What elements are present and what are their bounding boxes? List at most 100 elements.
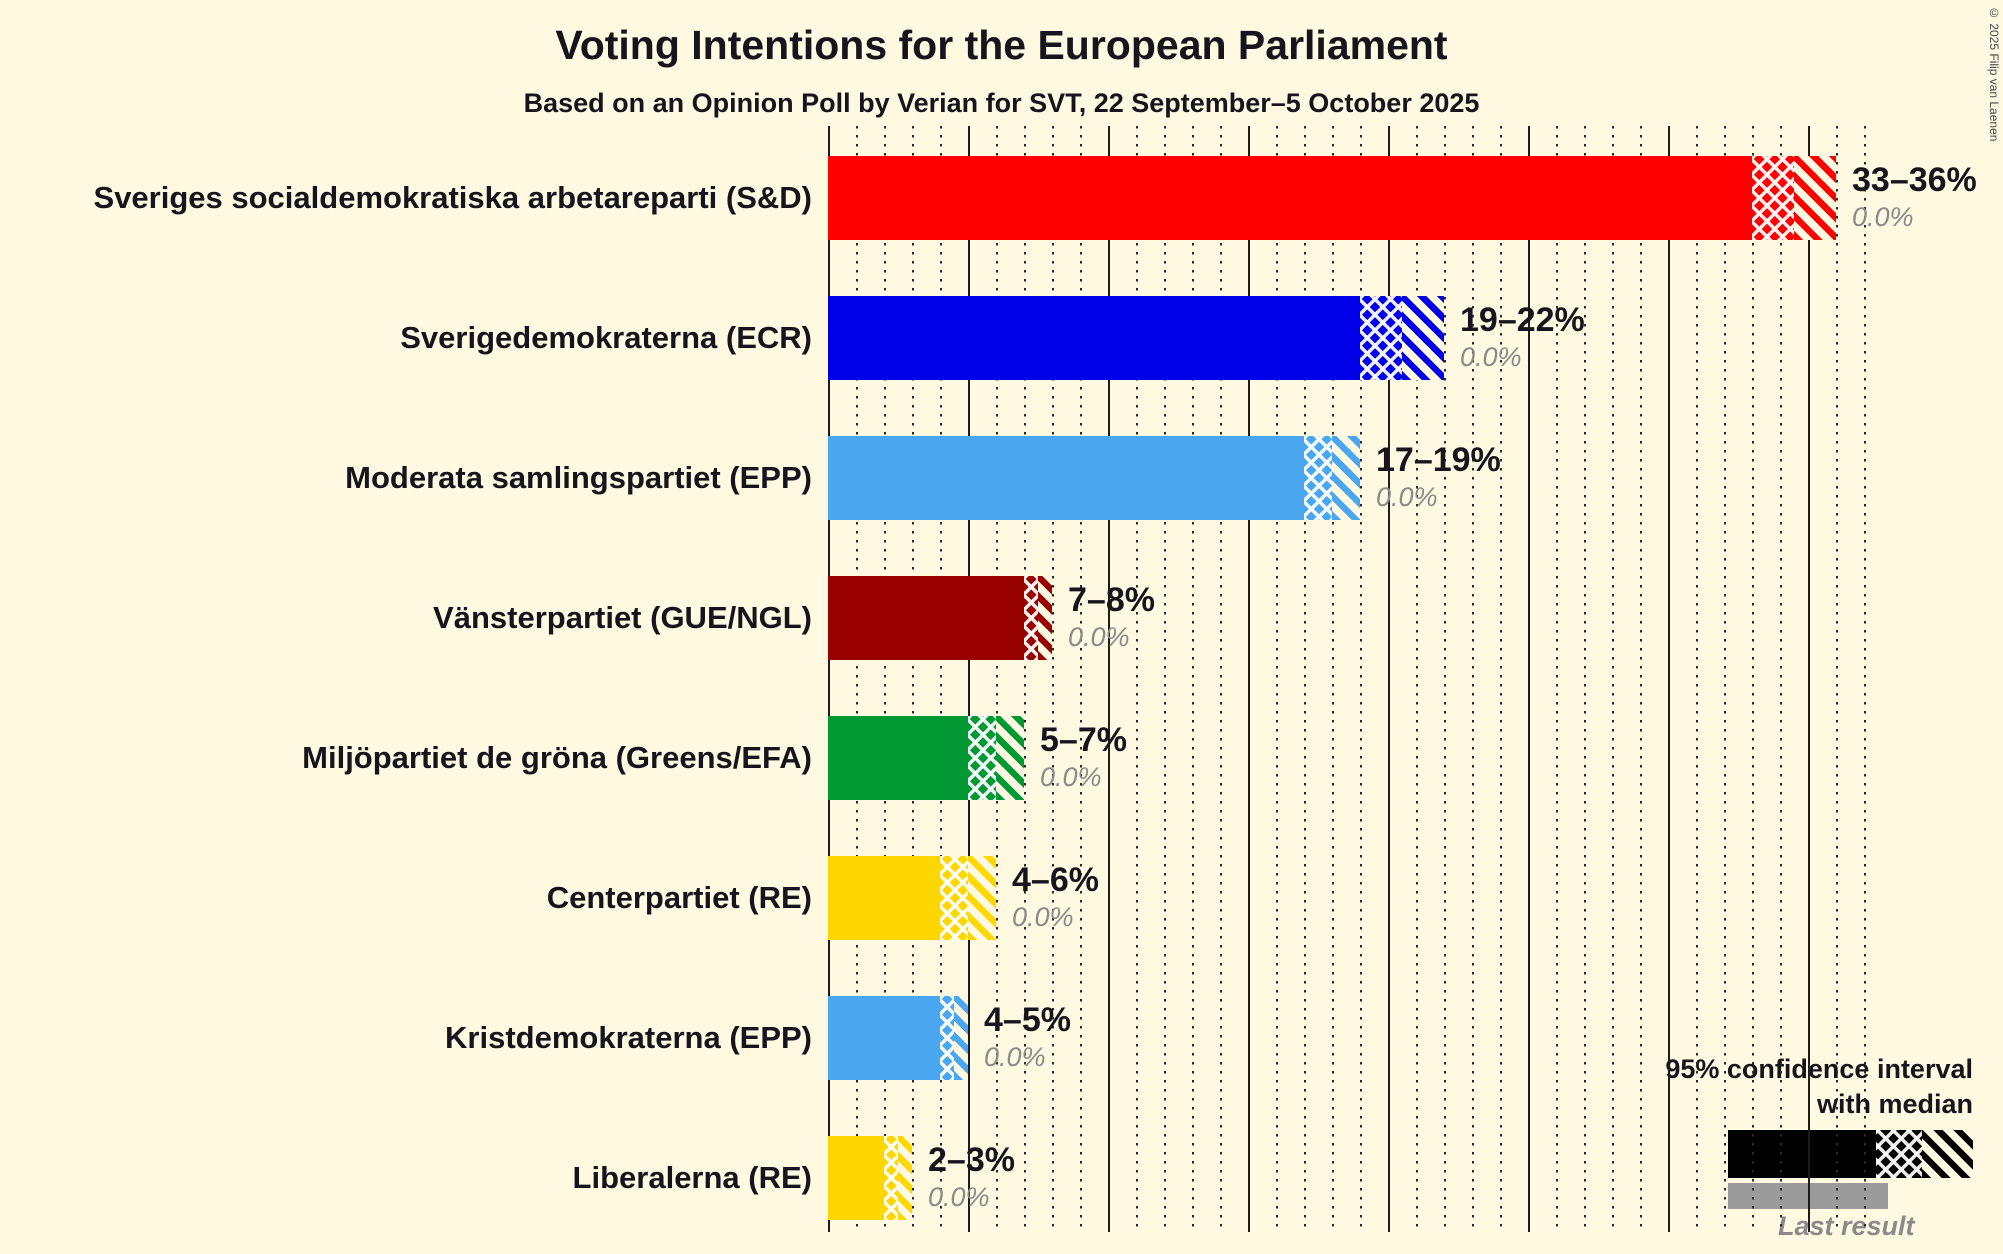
bar-diagonal-segment [1332, 436, 1360, 520]
party-label: Moderata samlingspartiet (EPP) [345, 460, 812, 495]
gridline-17pct [1304, 126, 1306, 1232]
gridline-22pct [1444, 126, 1446, 1232]
legend-crosshatch-segment [1876, 1130, 1922, 1178]
gridline-8pct [1052, 126, 1054, 1232]
last-result-value: 0.0% [1376, 482, 1438, 512]
gridline-12pct [1164, 126, 1166, 1232]
last-result-value: 0.0% [1852, 202, 1914, 232]
gridline-13pct [1192, 126, 1194, 1232]
bar-crosshatch-segment [940, 856, 968, 940]
party-label: Kristdemokraterna (EPP) [445, 1020, 812, 1055]
bar-row: Moderata samlingspartiet (EPP) 17–19% 0.… [0, 436, 2003, 520]
last-result-value: 0.0% [1040, 762, 1102, 792]
gridline-19pct [1360, 126, 1362, 1232]
gridline-15pct [1248, 126, 1250, 1232]
party-label: Miljöpartiet de gröna (Greens/EFA) [302, 740, 812, 775]
ci-range-label: 17–19% [1376, 441, 1501, 479]
gridline-20pct [1388, 126, 1390, 1232]
value-labels: 19–22% 0.0% [1460, 300, 1585, 374]
bar-solid-segment [828, 856, 940, 940]
gridline-10pct [1108, 126, 1110, 1232]
gridline-36pct [1836, 126, 1838, 1232]
legend-ci-label-line2: with median [1816, 1089, 1973, 1119]
bar-crosshatch-segment [968, 716, 996, 800]
gridline-0pct [828, 126, 830, 1232]
bar-crosshatch-segment [1752, 156, 1794, 240]
ci-range-label: 2–3% [928, 1141, 1015, 1179]
gridline-30pct [1668, 126, 1670, 1232]
party-bar [828, 716, 1024, 800]
bar-row: Vänsterpartiet (GUE/NGL) 7–8% 0.0% [0, 576, 2003, 660]
gridline-23pct [1472, 126, 1474, 1232]
bar-solid-segment [828, 996, 940, 1080]
bar-diagonal-segment [1794, 156, 1836, 240]
party-label: Vänsterpartiet (GUE/NGL) [433, 600, 812, 635]
legend-ci-label: 95% confidence interval with median [1665, 1052, 1973, 1122]
gridline-1pct [856, 126, 858, 1232]
gridline-24pct [1500, 126, 1502, 1232]
bar-solid-segment [828, 1136, 884, 1220]
gridline-18pct [1332, 126, 1334, 1232]
last-result-value: 0.0% [1012, 902, 1074, 932]
bar-crosshatch-segment [1304, 436, 1332, 520]
bar-row: Sveriges socialdemokratiska arbetarepart… [0, 156, 2003, 240]
legend-ci-label-line1: 95% confidence interval [1665, 1054, 1973, 1084]
party-bar [828, 296, 1444, 380]
bar-diagonal-segment [1402, 296, 1444, 380]
bar-diagonal-segment [996, 716, 1024, 800]
party-label: Sverigedemokraterna (ECR) [400, 320, 812, 355]
last-result-value: 0.0% [1460, 342, 1522, 372]
bar-row: Kristdemokraterna (EPP) 4–5% 0.0% [0, 996, 2003, 1080]
party-bar [828, 436, 1360, 520]
chart-subtitle: Based on an Opinion Poll by Verian for S… [523, 88, 1480, 118]
gridline-5pct [968, 126, 970, 1232]
bar-diagonal-segment [1038, 576, 1052, 660]
party-label: Liberalerna (RE) [572, 1160, 812, 1195]
chart-title: Voting Intentions for the European Parli… [555, 22, 1448, 68]
ci-range-label: 5–7% [1040, 721, 1127, 759]
last-result-value: 0.0% [928, 1182, 990, 1212]
gridline-25pct [1528, 126, 1530, 1232]
gridline-7pct [1024, 126, 1026, 1232]
value-labels: 17–19% 0.0% [1376, 440, 1501, 514]
ci-range-label: 33–36% [1852, 161, 1977, 199]
party-bar [828, 1136, 912, 1220]
legend-last-result-label: Last result [1778, 1211, 1915, 1241]
last-result-value: 0.0% [1068, 622, 1130, 652]
gridline-11pct [1136, 126, 1138, 1232]
value-labels: 2–3% 0.0% [928, 1140, 1015, 1214]
bar-row: Liberalerna (RE) 2–3% 0.0% [0, 1136, 2003, 1220]
value-labels: 4–5% 0.0% [984, 1000, 1071, 1074]
bar-crosshatch-segment [1024, 576, 1038, 660]
gridline-35pct [1808, 126, 1810, 1232]
gridline-37pct [1864, 126, 1866, 1232]
party-bar [828, 856, 996, 940]
party-bar [828, 156, 1836, 240]
gridline-27pct [1584, 126, 1586, 1232]
ci-range-label: 19–22% [1460, 301, 1585, 339]
party-label: Sveriges socialdemokratiska arbetarepart… [93, 180, 812, 215]
bar-solid-segment [828, 576, 1024, 660]
bar-solid-segment [828, 716, 968, 800]
legend-diagonal-segment [1922, 1130, 1973, 1178]
bar-row: Centerpartiet (RE) 4–6% 0.0% [0, 856, 2003, 940]
value-labels: 4–6% 0.0% [1012, 860, 1099, 934]
gridline-3pct [912, 126, 914, 1232]
gridline-6pct [996, 126, 998, 1232]
last-result-value: 0.0% [984, 1042, 1046, 1072]
bar-row: Sverigedemokraterna (ECR) 19–22% 0.0% [0, 296, 2003, 380]
gridline-33pct [1752, 126, 1754, 1232]
gridline-14pct [1220, 126, 1222, 1232]
gridline-16pct [1276, 126, 1278, 1232]
bar-diagonal-segment [954, 996, 968, 1080]
party-bar [828, 996, 968, 1080]
gridline-31pct [1696, 126, 1698, 1232]
bar-diagonal-segment [898, 1136, 912, 1220]
bar-solid-segment [828, 296, 1360, 380]
bar-crosshatch-segment [884, 1136, 898, 1220]
bar-row: Miljöpartiet de gröna (Greens/EFA) 5–7% … [0, 716, 2003, 800]
gridline-9pct [1080, 126, 1082, 1232]
gridline-21pct [1416, 126, 1418, 1232]
gridline-4pct [940, 126, 942, 1232]
bar-solid-segment [828, 156, 1752, 240]
